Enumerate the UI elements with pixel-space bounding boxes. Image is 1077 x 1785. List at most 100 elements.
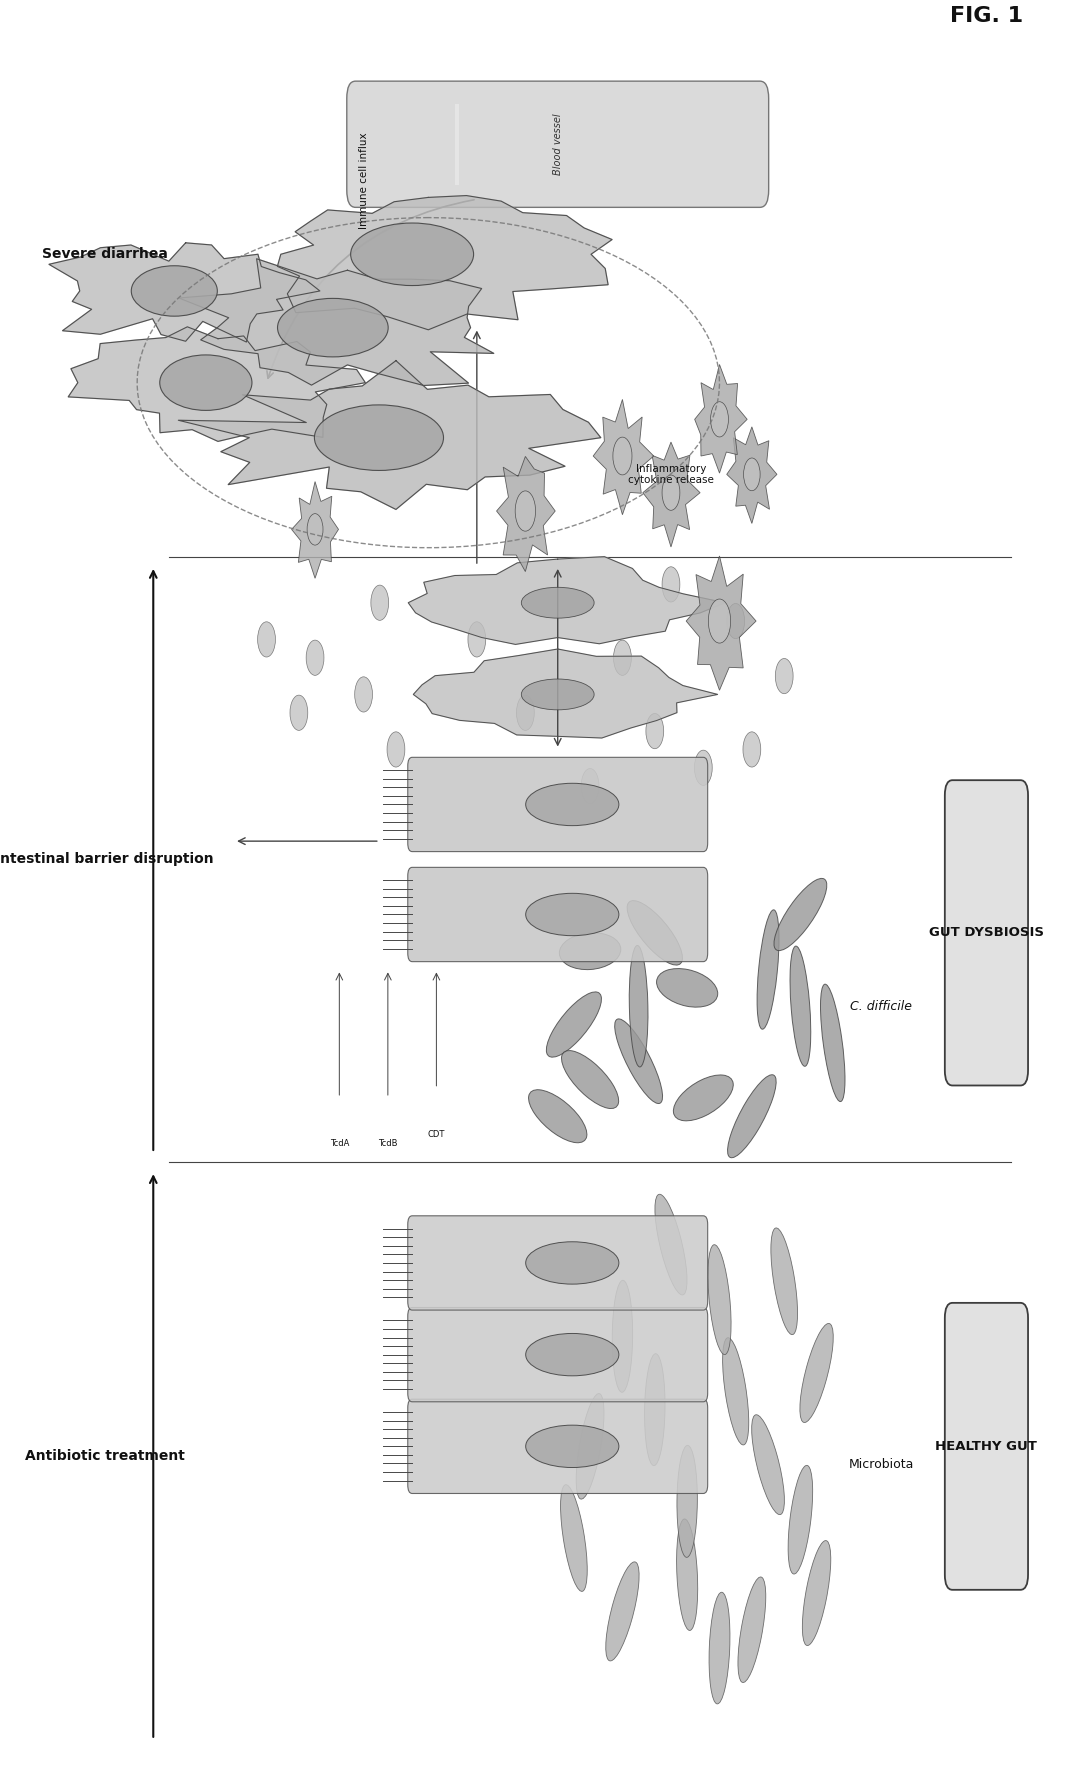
- Ellipse shape: [615, 1019, 662, 1103]
- Circle shape: [290, 694, 308, 730]
- Circle shape: [775, 659, 793, 694]
- Text: Immune cell influx: Immune cell influx: [359, 132, 368, 228]
- Polygon shape: [292, 482, 338, 578]
- Polygon shape: [643, 443, 700, 546]
- Ellipse shape: [644, 1353, 665, 1465]
- Circle shape: [307, 514, 323, 544]
- Ellipse shape: [774, 878, 827, 951]
- Ellipse shape: [677, 1446, 697, 1557]
- Ellipse shape: [788, 1465, 813, 1574]
- Circle shape: [257, 621, 276, 657]
- Ellipse shape: [655, 1194, 687, 1294]
- Polygon shape: [278, 196, 612, 330]
- Ellipse shape: [771, 1228, 798, 1335]
- Polygon shape: [496, 457, 556, 571]
- Ellipse shape: [738, 1576, 766, 1683]
- Ellipse shape: [159, 355, 252, 411]
- FancyBboxPatch shape: [408, 1216, 708, 1310]
- Polygon shape: [414, 650, 717, 737]
- Ellipse shape: [526, 1424, 619, 1467]
- Ellipse shape: [728, 1075, 777, 1158]
- Ellipse shape: [791, 946, 811, 1066]
- Circle shape: [709, 600, 730, 643]
- Text: Microbiota: Microbiota: [849, 1458, 914, 1471]
- Ellipse shape: [821, 984, 845, 1101]
- Circle shape: [613, 437, 632, 475]
- Ellipse shape: [561, 1051, 618, 1108]
- Ellipse shape: [546, 992, 601, 1057]
- Circle shape: [306, 641, 324, 675]
- Ellipse shape: [605, 1562, 639, 1660]
- FancyBboxPatch shape: [408, 757, 708, 851]
- Circle shape: [517, 694, 534, 730]
- Ellipse shape: [521, 587, 595, 618]
- Ellipse shape: [627, 901, 683, 966]
- Text: Severe diarrhea: Severe diarrhea: [42, 248, 168, 261]
- Ellipse shape: [526, 784, 619, 826]
- Polygon shape: [686, 555, 756, 691]
- Ellipse shape: [576, 1394, 604, 1499]
- Circle shape: [743, 732, 760, 768]
- FancyBboxPatch shape: [945, 1303, 1029, 1590]
- Ellipse shape: [723, 1337, 749, 1444]
- FancyBboxPatch shape: [408, 1307, 708, 1401]
- Text: HEALTHY GUT: HEALTHY GUT: [936, 1440, 1037, 1453]
- Text: Inflammatory
cytokine release: Inflammatory cytokine release: [628, 464, 714, 486]
- Text: TcdB: TcdB: [378, 1139, 397, 1148]
- Polygon shape: [48, 243, 320, 343]
- Polygon shape: [179, 361, 601, 509]
- Ellipse shape: [802, 1540, 830, 1646]
- Ellipse shape: [351, 223, 474, 286]
- Ellipse shape: [131, 266, 218, 316]
- Circle shape: [467, 621, 486, 657]
- Ellipse shape: [521, 678, 595, 710]
- Circle shape: [614, 641, 631, 675]
- Ellipse shape: [757, 910, 779, 1030]
- Polygon shape: [68, 327, 365, 441]
- Circle shape: [582, 769, 599, 803]
- Ellipse shape: [612, 1280, 632, 1392]
- Ellipse shape: [629, 946, 648, 1067]
- Text: FIG. 1: FIG. 1: [950, 5, 1023, 25]
- Circle shape: [646, 714, 663, 748]
- Circle shape: [743, 459, 760, 491]
- Ellipse shape: [709, 1592, 730, 1705]
- Ellipse shape: [529, 1089, 587, 1142]
- Ellipse shape: [559, 934, 620, 969]
- Polygon shape: [727, 427, 777, 523]
- Circle shape: [370, 585, 389, 621]
- Circle shape: [662, 568, 680, 602]
- Ellipse shape: [526, 1242, 619, 1283]
- Text: Antibiotic treatment: Antibiotic treatment: [25, 1448, 184, 1462]
- FancyBboxPatch shape: [408, 1399, 708, 1494]
- Circle shape: [387, 732, 405, 768]
- Text: CDT: CDT: [428, 1130, 445, 1139]
- Ellipse shape: [526, 1333, 619, 1376]
- Ellipse shape: [278, 298, 388, 357]
- Ellipse shape: [526, 892, 619, 935]
- Ellipse shape: [676, 1519, 698, 1630]
- Ellipse shape: [708, 1244, 731, 1355]
- Text: C. difficile: C. difficile: [850, 1000, 912, 1012]
- Circle shape: [711, 402, 728, 437]
- Ellipse shape: [752, 1416, 784, 1515]
- Circle shape: [695, 750, 712, 785]
- Ellipse shape: [657, 969, 717, 1007]
- Text: Blood vessel: Blood vessel: [553, 114, 562, 175]
- FancyBboxPatch shape: [347, 80, 769, 207]
- FancyBboxPatch shape: [945, 780, 1029, 1085]
- Polygon shape: [179, 259, 494, 386]
- Polygon shape: [695, 364, 747, 473]
- Text: GUT DYSBIOSIS: GUT DYSBIOSIS: [929, 926, 1044, 939]
- FancyBboxPatch shape: [408, 868, 708, 962]
- Ellipse shape: [673, 1075, 733, 1121]
- Circle shape: [727, 603, 744, 639]
- Polygon shape: [408, 557, 725, 644]
- Ellipse shape: [800, 1323, 834, 1423]
- Circle shape: [515, 491, 535, 532]
- Text: TcdA: TcdA: [330, 1139, 349, 1148]
- Ellipse shape: [560, 1485, 587, 1592]
- Text: Intestinal barrier disruption: Intestinal barrier disruption: [0, 853, 214, 866]
- Circle shape: [354, 677, 373, 712]
- Polygon shape: [593, 400, 654, 514]
